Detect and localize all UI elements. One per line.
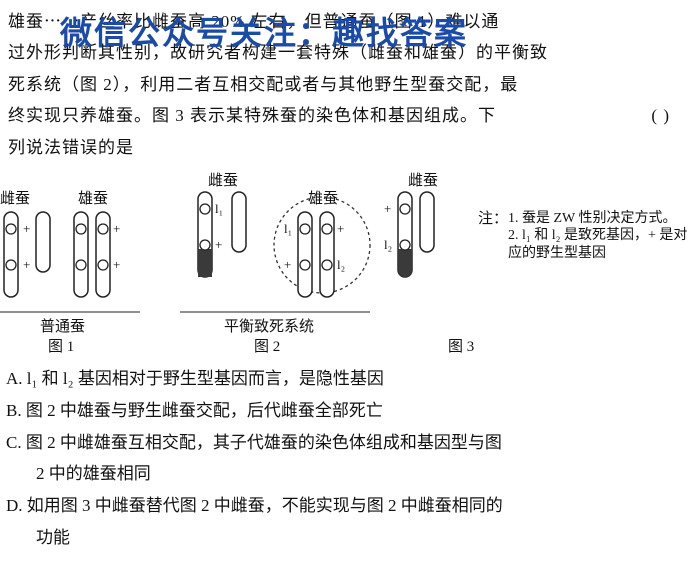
caption-fig1-top: 普通蚕 xyxy=(40,315,85,336)
note-2: 2. l₁ 和 l₂ 是致死基因，+ 是对应的野生型基因 xyxy=(508,227,688,263)
note-1: 1. 蚕是 ZW 性别决定方式。 xyxy=(508,207,677,227)
svg-text:l₁: l₁ xyxy=(284,221,292,236)
svg-text:+: + xyxy=(337,221,344,236)
svg-text:+: + xyxy=(215,237,222,252)
svg-text:l₁: l₁ xyxy=(215,201,223,216)
caption-fig2: 图 2 xyxy=(254,335,280,356)
q-line: 终实现只养雄蚕。图 3 表示某特殊蚕的染色体和基因组成。下 ( ) xyxy=(8,100,688,131)
fig2-female: l₁ + xyxy=(198,192,246,277)
option-d-line1: D. 如用图 3 中雌蚕替代图 2 中雌蚕，不能实现与图 2 中雌蚕相同的 xyxy=(6,491,692,521)
q-text: 终实现只养雄蚕。图 3 表示某特殊蚕的染色体和基因组成。下 xyxy=(8,106,496,125)
caption-fig1: 图 1 xyxy=(48,335,74,356)
option-b: B. 图 2 中雄蚕与野生雌蚕交配，后代雌蚕全部死亡 xyxy=(6,396,692,426)
fig3-female: + l₂ xyxy=(384,192,434,277)
option-c-line2: 2 中的雄蚕相同 xyxy=(6,459,692,489)
watermark-text: 微信公众号关注：趣找答案 xyxy=(60,8,468,54)
caption-fig2-top: 平衡致死系统 xyxy=(224,315,314,336)
option-d-line2: 功能 xyxy=(6,523,692,553)
chromosome-svg: + + + + l₁ + xyxy=(0,167,700,367)
answer-options: A. l₁ 和 l₂ 基因相对于野生型基因而言，是隐性基因 B. 图 2 中雄蚕… xyxy=(0,362,700,559)
svg-text:+: + xyxy=(23,221,30,236)
option-c-line1: C. 图 2 中雌雄蚕互相交配，其子代雄蚕的染色体组成和基因型与图 xyxy=(6,428,692,458)
svg-text:+: + xyxy=(113,221,120,236)
fig1-male: + + xyxy=(74,212,120,297)
chromosome-diagram: 雌蚕 雄蚕 雌蚕 雄蚕 雌蚕 + + + + xyxy=(0,167,700,362)
svg-text:+: + xyxy=(284,257,291,272)
answer-paren: ( ) xyxy=(651,100,670,131)
q-line: 列说法错误的是 xyxy=(8,132,688,163)
svg-text:l₂: l₂ xyxy=(384,237,392,252)
svg-text:+: + xyxy=(113,257,120,272)
note-title: 注： xyxy=(478,207,508,228)
svg-text:+: + xyxy=(384,201,391,216)
svg-text:l₂: l₂ xyxy=(337,257,345,272)
svg-text:+: + xyxy=(23,257,30,272)
fig2-male: l₁ + + l₂ xyxy=(284,212,345,297)
caption-fig3: 图 3 xyxy=(448,335,474,356)
fig1-female: + + xyxy=(4,212,50,297)
option-a: A. l₁ 和 l₂ 基因相对于野生型基因而言，是隐性基因 xyxy=(6,364,692,394)
q-line: 死系统（图 2），利用二者互相交配或者与其他野生型蚕交配，最 xyxy=(8,69,688,100)
